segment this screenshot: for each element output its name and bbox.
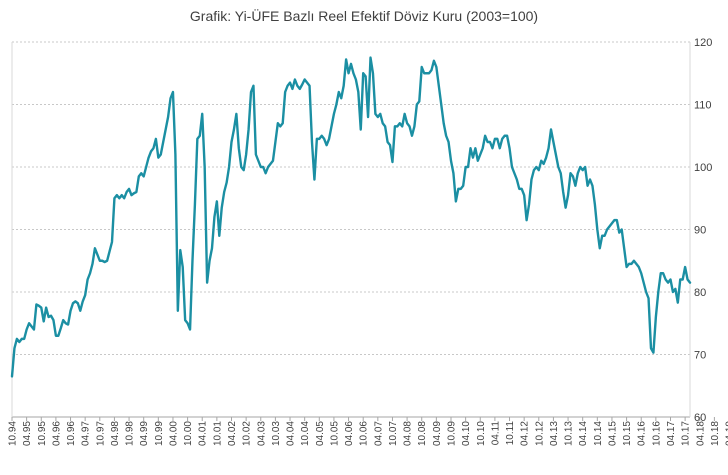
x-tick-label: 04.09	[432, 421, 443, 446]
x-tick-label: 04.19	[725, 421, 728, 446]
x-tick-label: 10.97	[95, 421, 106, 446]
x-tick-label: 04.02	[227, 421, 238, 446]
x-tick-label: 04.07	[373, 421, 384, 446]
x-tick-label: 04.14	[578, 421, 589, 446]
x-tick-label: 10.06	[359, 421, 370, 446]
x-tick-label: 04.00	[168, 421, 179, 446]
x-tick-label: 04.03	[256, 421, 267, 446]
x-tick-label: 04.10	[461, 421, 472, 446]
x-tick-label: 04.08	[403, 421, 414, 446]
x-tick-label: 04.01	[198, 421, 209, 446]
x-tick-label: 10.94	[8, 421, 19, 446]
x-tick-label: 10.01	[212, 421, 223, 446]
x-tick-label: 10.00	[183, 421, 194, 446]
x-tick-label: 04.05	[315, 421, 326, 446]
y-tick-label: 90	[694, 225, 706, 237]
x-tick-label: 10.18	[710, 421, 721, 446]
series-line	[10, 56, 692, 378]
x-tick-label: 04.97	[81, 421, 92, 446]
x-tick-labels: 10.94 04.95 10.95 04.96 10.96 04.97 10.97 04.98…	[8, 421, 728, 446]
x-tick-label: 10.95	[37, 421, 48, 446]
x-tick-label: 10.13	[564, 421, 575, 446]
x-tick-label: 04.06	[344, 421, 355, 446]
x-tick-label: 04.15	[607, 421, 618, 446]
y-tick-label: 70	[694, 350, 706, 362]
x-tick-label: 10.16	[651, 421, 662, 446]
axes	[11, 42, 715, 421]
x-tick-label: 04.12	[520, 421, 531, 446]
x-tick-label: 04.04	[286, 421, 297, 446]
x-tick-label: 04.16	[637, 421, 648, 446]
x-tick-label: 10.15	[622, 421, 633, 446]
x-tick-label: 10.07	[388, 421, 399, 446]
x-tick-label: 10.08	[417, 421, 428, 446]
y-tick-label: 120	[694, 37, 712, 49]
gridlines	[12, 41, 690, 355]
x-tick-label: 10.02	[242, 421, 253, 446]
y-tick-label: 80	[694, 287, 706, 299]
x-tick-label: 04.18	[695, 421, 706, 446]
y-tick-labels: 60 70 80 90 100 110 120	[694, 37, 712, 424]
x-tick-label: 10.09	[446, 421, 457, 446]
y-tick-label: 100	[694, 162, 712, 174]
x-tick-label: 10.12	[534, 421, 545, 446]
x-tick-label: 04.13	[549, 421, 560, 446]
x-tick-label: 04.95	[22, 421, 33, 446]
y-tick-label: 110	[694, 100, 712, 112]
x-tick-label: 10.14	[593, 421, 604, 446]
x-tick-label: 10.03	[271, 421, 282, 446]
x-tick-label: 10.04	[300, 421, 311, 446]
x-tick-label: 04.98	[110, 421, 121, 446]
x-tick-label: 10.05	[329, 421, 340, 446]
series-layer	[10, 56, 692, 378]
x-tick-label: 10.17	[681, 421, 692, 446]
y-tick-label: 60	[694, 412, 706, 424]
x-tick-label: 10.98	[125, 421, 136, 446]
x-tick-label: 04.17	[666, 421, 677, 446]
x-tick-label: 04.11	[490, 421, 501, 446]
x-tick-label: 04.99	[139, 421, 150, 446]
x-tick-label: 10.11	[505, 421, 516, 446]
x-tick-label: 10.10	[476, 421, 487, 446]
x-tick-label: 10.96	[66, 421, 77, 446]
x-tick-label: 04.96	[51, 421, 62, 446]
chart-title: Grafik: Yi-ÜFE Bazlı Reel Efektif Döviz …	[189, 8, 539, 24]
x-tick-label: 10.99	[154, 421, 165, 446]
